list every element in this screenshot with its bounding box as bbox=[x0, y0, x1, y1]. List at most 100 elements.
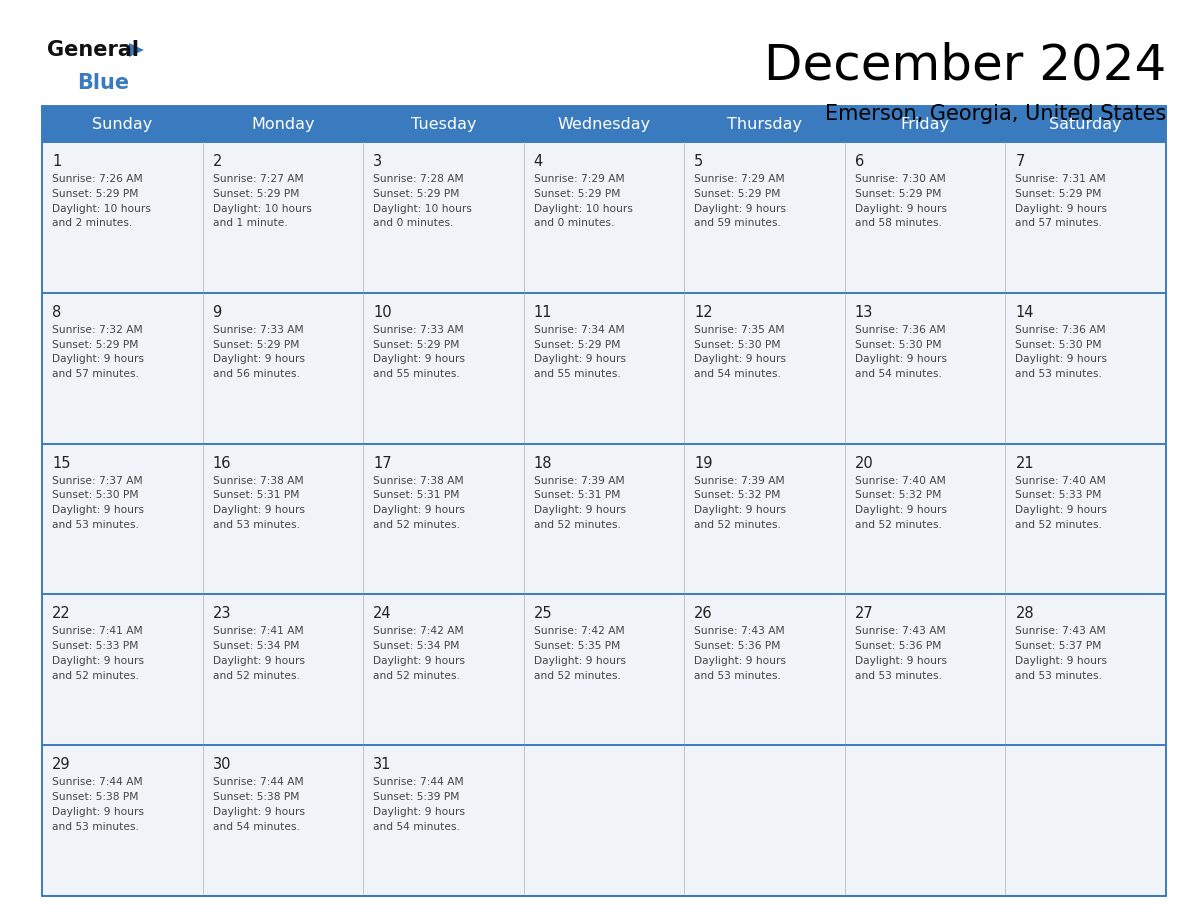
Text: 22: 22 bbox=[52, 607, 71, 621]
Text: Sunrise: 7:39 AM: Sunrise: 7:39 AM bbox=[694, 476, 785, 486]
Text: Blue: Blue bbox=[77, 73, 129, 93]
Text: Daylight: 9 hours: Daylight: 9 hours bbox=[373, 354, 466, 364]
Text: Daylight: 9 hours: Daylight: 9 hours bbox=[533, 354, 626, 364]
Text: 7: 7 bbox=[1016, 154, 1025, 169]
Text: 28: 28 bbox=[1016, 607, 1034, 621]
Text: Sunrise: 7:41 AM: Sunrise: 7:41 AM bbox=[52, 626, 143, 636]
Text: Sunset: 5:29 PM: Sunset: 5:29 PM bbox=[533, 340, 620, 350]
Text: 15: 15 bbox=[52, 455, 70, 471]
Text: Daylight: 9 hours: Daylight: 9 hours bbox=[373, 807, 466, 817]
Text: Monday: Monday bbox=[251, 117, 315, 131]
Text: Sunset: 5:32 PM: Sunset: 5:32 PM bbox=[694, 490, 781, 500]
Text: and 0 minutes.: and 0 minutes. bbox=[533, 218, 614, 229]
Text: Sunrise: 7:36 AM: Sunrise: 7:36 AM bbox=[1016, 325, 1106, 335]
Text: Sunrise: 7:35 AM: Sunrise: 7:35 AM bbox=[694, 325, 785, 335]
Text: and 52 minutes.: and 52 minutes. bbox=[213, 671, 299, 681]
Text: 14: 14 bbox=[1016, 305, 1034, 319]
Text: and 53 minutes.: and 53 minutes. bbox=[213, 520, 299, 530]
Text: and 55 minutes.: and 55 minutes. bbox=[373, 369, 460, 379]
Text: Daylight: 9 hours: Daylight: 9 hours bbox=[694, 354, 786, 364]
Text: Daylight: 9 hours: Daylight: 9 hours bbox=[373, 505, 466, 515]
Text: Daylight: 9 hours: Daylight: 9 hours bbox=[213, 656, 304, 666]
Text: and 54 minutes.: and 54 minutes. bbox=[855, 369, 942, 379]
Text: Daylight: 9 hours: Daylight: 9 hours bbox=[213, 807, 304, 817]
Text: General: General bbox=[48, 40, 139, 60]
Text: Sunset: 5:36 PM: Sunset: 5:36 PM bbox=[855, 641, 941, 651]
Text: 2: 2 bbox=[213, 154, 222, 169]
Text: Sunrise: 7:26 AM: Sunrise: 7:26 AM bbox=[52, 174, 143, 184]
Text: Daylight: 9 hours: Daylight: 9 hours bbox=[694, 204, 786, 214]
Text: and 52 minutes.: and 52 minutes. bbox=[1016, 520, 1102, 530]
Text: 20: 20 bbox=[855, 455, 873, 471]
Text: 9: 9 bbox=[213, 305, 222, 319]
Text: and 52 minutes.: and 52 minutes. bbox=[373, 520, 460, 530]
Text: and 52 minutes.: and 52 minutes. bbox=[533, 671, 620, 681]
Text: Daylight: 10 hours: Daylight: 10 hours bbox=[52, 204, 151, 214]
Bar bbox=[42, 443, 1165, 594]
Text: Sunset: 5:29 PM: Sunset: 5:29 PM bbox=[213, 189, 299, 199]
Text: Sunset: 5:29 PM: Sunset: 5:29 PM bbox=[52, 189, 138, 199]
Text: and 54 minutes.: and 54 minutes. bbox=[373, 822, 460, 832]
Text: 13: 13 bbox=[855, 305, 873, 319]
Text: and 56 minutes.: and 56 minutes. bbox=[213, 369, 299, 379]
Text: Sunset: 5:29 PM: Sunset: 5:29 PM bbox=[373, 340, 460, 350]
Text: 25: 25 bbox=[533, 607, 552, 621]
Polygon shape bbox=[129, 43, 144, 57]
Text: 8: 8 bbox=[52, 305, 62, 319]
Text: Daylight: 9 hours: Daylight: 9 hours bbox=[855, 204, 947, 214]
Text: Thursday: Thursday bbox=[727, 117, 802, 131]
Text: and 54 minutes.: and 54 minutes. bbox=[694, 369, 782, 379]
Text: December 2024: December 2024 bbox=[764, 42, 1165, 90]
Text: Daylight: 9 hours: Daylight: 9 hours bbox=[533, 505, 626, 515]
Text: 16: 16 bbox=[213, 455, 232, 471]
Text: Daylight: 9 hours: Daylight: 9 hours bbox=[52, 656, 144, 666]
Text: Sunrise: 7:44 AM: Sunrise: 7:44 AM bbox=[373, 778, 463, 788]
Text: Sunrise: 7:28 AM: Sunrise: 7:28 AM bbox=[373, 174, 463, 184]
Text: Sunrise: 7:40 AM: Sunrise: 7:40 AM bbox=[855, 476, 946, 486]
Text: Sunrise: 7:29 AM: Sunrise: 7:29 AM bbox=[694, 174, 785, 184]
Text: 11: 11 bbox=[533, 305, 552, 319]
Text: and 1 minute.: and 1 minute. bbox=[213, 218, 287, 229]
Text: 27: 27 bbox=[855, 607, 873, 621]
Text: and 57 minutes.: and 57 minutes. bbox=[52, 369, 139, 379]
Text: Daylight: 9 hours: Daylight: 9 hours bbox=[213, 505, 304, 515]
Text: Sunrise: 7:43 AM: Sunrise: 7:43 AM bbox=[1016, 626, 1106, 636]
Text: Tuesday: Tuesday bbox=[411, 117, 476, 131]
Bar bbox=[42, 293, 1165, 443]
Text: Sunrise: 7:27 AM: Sunrise: 7:27 AM bbox=[213, 174, 303, 184]
Text: Sunset: 5:34 PM: Sunset: 5:34 PM bbox=[373, 641, 460, 651]
Text: Daylight: 9 hours: Daylight: 9 hours bbox=[1016, 656, 1107, 666]
Text: Sunrise: 7:43 AM: Sunrise: 7:43 AM bbox=[694, 626, 785, 636]
Text: Sunset: 5:31 PM: Sunset: 5:31 PM bbox=[373, 490, 460, 500]
Text: 17: 17 bbox=[373, 455, 392, 471]
Text: Daylight: 9 hours: Daylight: 9 hours bbox=[52, 354, 144, 364]
Bar bbox=[42, 106, 1165, 896]
Text: Sunset: 5:29 PM: Sunset: 5:29 PM bbox=[213, 340, 299, 350]
Bar bbox=[42, 594, 1165, 745]
Text: Sunrise: 7:36 AM: Sunrise: 7:36 AM bbox=[855, 325, 946, 335]
Text: and 52 minutes.: and 52 minutes. bbox=[52, 671, 139, 681]
Text: and 53 minutes.: and 53 minutes. bbox=[694, 671, 782, 681]
Text: and 53 minutes.: and 53 minutes. bbox=[1016, 671, 1102, 681]
Text: Sunrise: 7:44 AM: Sunrise: 7:44 AM bbox=[52, 778, 143, 788]
Text: Sunrise: 7:33 AM: Sunrise: 7:33 AM bbox=[213, 325, 303, 335]
Text: Sunrise: 7:34 AM: Sunrise: 7:34 AM bbox=[533, 325, 625, 335]
Text: Wednesday: Wednesday bbox=[557, 117, 651, 131]
Text: 6: 6 bbox=[855, 154, 864, 169]
Text: and 0 minutes.: and 0 minutes. bbox=[373, 218, 454, 229]
Text: Sunrise: 7:42 AM: Sunrise: 7:42 AM bbox=[373, 626, 463, 636]
Text: Sunrise: 7:38 AM: Sunrise: 7:38 AM bbox=[213, 476, 303, 486]
Text: and 53 minutes.: and 53 minutes. bbox=[52, 822, 139, 832]
Text: Sunrise: 7:30 AM: Sunrise: 7:30 AM bbox=[855, 174, 946, 184]
Text: Sunset: 5:30 PM: Sunset: 5:30 PM bbox=[694, 340, 781, 350]
Text: Sunrise: 7:44 AM: Sunrise: 7:44 AM bbox=[213, 778, 303, 788]
Text: Sunrise: 7:42 AM: Sunrise: 7:42 AM bbox=[533, 626, 625, 636]
Text: Daylight: 9 hours: Daylight: 9 hours bbox=[855, 354, 947, 364]
Text: and 57 minutes.: and 57 minutes. bbox=[1016, 218, 1102, 229]
Text: and 59 minutes.: and 59 minutes. bbox=[694, 218, 782, 229]
Text: Sunrise: 7:37 AM: Sunrise: 7:37 AM bbox=[52, 476, 143, 486]
Text: Sunset: 5:31 PM: Sunset: 5:31 PM bbox=[213, 490, 299, 500]
Text: Sunset: 5:29 PM: Sunset: 5:29 PM bbox=[855, 189, 941, 199]
Text: Sunset: 5:29 PM: Sunset: 5:29 PM bbox=[52, 340, 138, 350]
Text: Sunset: 5:36 PM: Sunset: 5:36 PM bbox=[694, 641, 781, 651]
